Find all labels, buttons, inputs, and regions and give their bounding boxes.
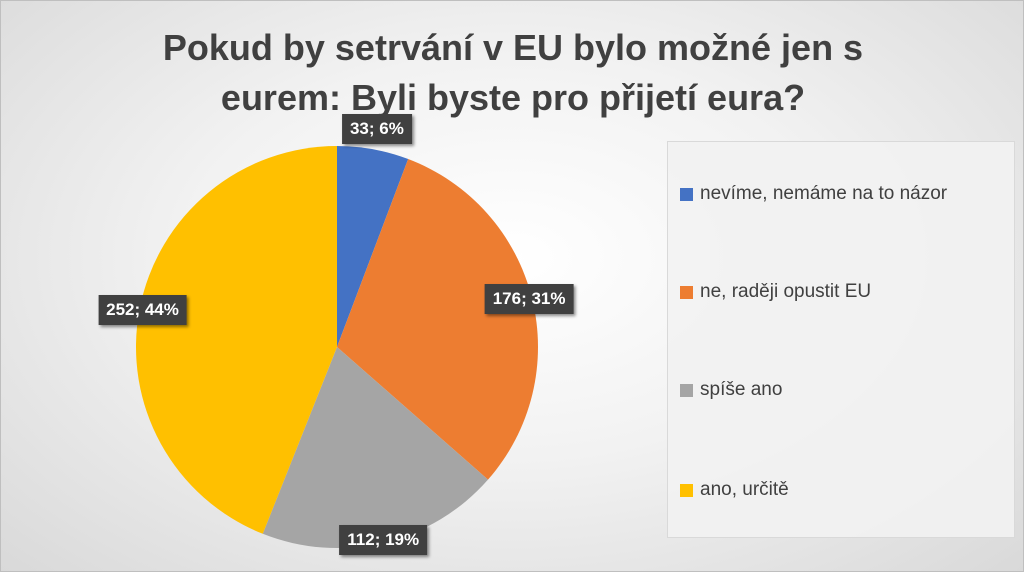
legend-label: ano, určitě <box>700 479 789 500</box>
legend-label: nevíme, nemáme na to názor <box>700 183 948 204</box>
data-label: 112; 19% <box>339 524 428 555</box>
data-label: 33; 6% <box>341 113 412 144</box>
pie-slice <box>337 159 538 480</box>
legend-label: ne, raději opustit EU <box>700 281 872 302</box>
legend-swatch <box>680 285 693 299</box>
legend-swatch <box>680 187 693 201</box>
data-label: 252; 44% <box>98 294 187 325</box>
legend-item: nevíme, nemáme na to názor <box>680 182 947 206</box>
legend-item: ne, raději opustit EU <box>680 280 871 304</box>
chart-title-line-1: Pokud by setrvání v EU bylo možné jen s <box>162 27 864 68</box>
chart-title: Pokud by setrvání v EU bylo možné jen s … <box>1 23 1024 123</box>
legend-item: spíše ano <box>680 378 782 402</box>
legend-label: spíše ano <box>700 379 783 400</box>
data-label: 176; 31% <box>484 284 574 315</box>
legend-swatch <box>680 383 693 397</box>
legend: nevíme, nemáme na to názor ne, raději opu… <box>667 141 1015 538</box>
chart-title-line-2: eurem: Byli byste pro přijetí eura? <box>220 77 806 118</box>
pie-slice <box>135 146 337 534</box>
legend-swatch <box>680 483 693 497</box>
legend-item: ano, určitě <box>680 478 789 502</box>
pie-slice <box>262 347 488 549</box>
pie-slice <box>337 146 409 347</box>
